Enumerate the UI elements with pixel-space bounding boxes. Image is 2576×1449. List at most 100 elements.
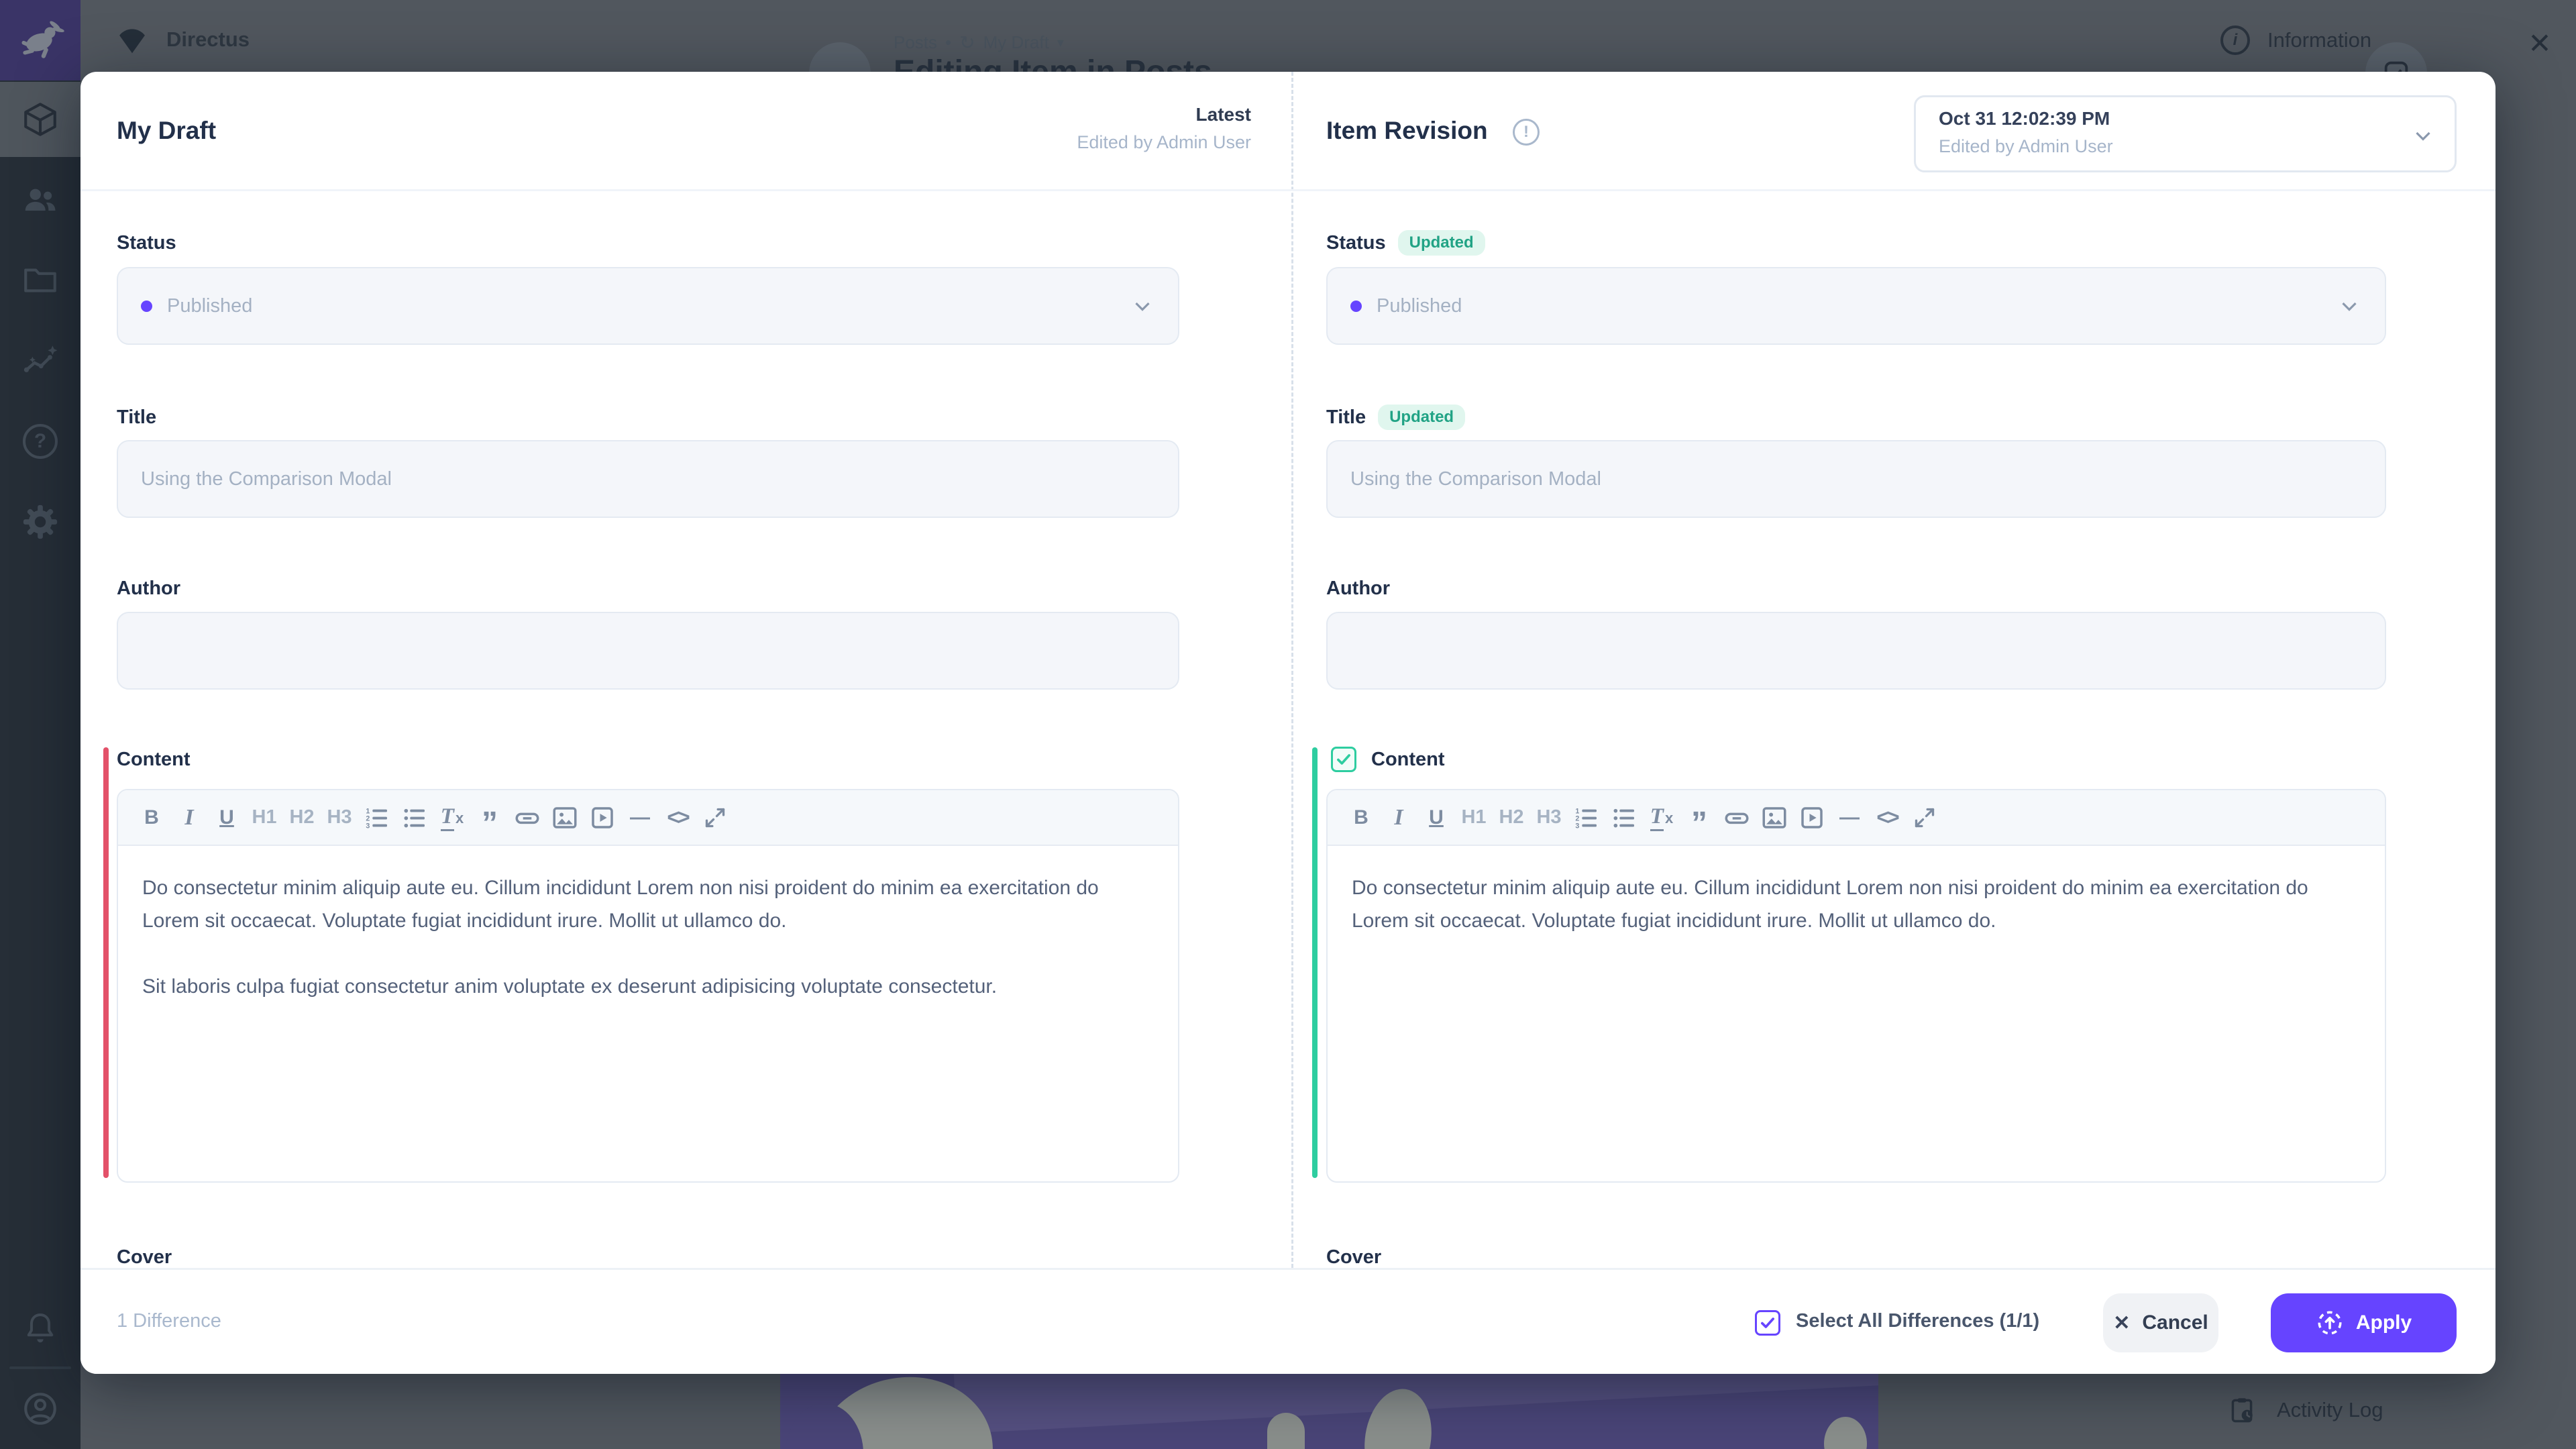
link-icon[interactable] <box>1721 797 1752 839</box>
close-icon: ✕ <box>2528 27 2552 59</box>
cover-image-preview <box>780 1374 1878 1449</box>
bold-icon[interactable]: B <box>1354 806 1368 828</box>
underline-icon[interactable]: U <box>1429 806 1444 828</box>
diff-bar-removed <box>103 747 109 1178</box>
revision-select[interactable]: Oct 31 12:02:39 PM Edited by Admin User <box>1914 95 2457 172</box>
avatar-icon <box>24 1393 56 1425</box>
heading-2-icon[interactable]: H2 <box>289 806 315 828</box>
title-input-revision[interactable]: Using the Comparison Modal <box>1326 440 2386 518</box>
image-icon[interactable] <box>1759 797 1790 839</box>
profile-button[interactable] <box>0 1371 80 1446</box>
fullscreen-icon[interactable] <box>1909 797 1940 839</box>
sidebar-item-settings[interactable] <box>0 484 80 559</box>
insights-chart-icon <box>23 345 58 372</box>
left-panel-title: My Draft <box>117 117 217 144</box>
breadcrumb-collection: Posts <box>894 32 938 52</box>
heading-2-icon[interactable]: H2 <box>1499 806 1524 828</box>
folder-icon <box>24 268 56 292</box>
sidebar-item-documentation[interactable]: ? <box>0 404 80 479</box>
check-icon <box>1337 754 1350 765</box>
sidebar-item-insights[interactable] <box>0 323 80 398</box>
title-label-right: Title Updated <box>1326 404 1466 431</box>
info-drawer-header: i Information <box>2220 20 2371 60</box>
sidebar-item-user-directory[interactable] <box>0 162 80 237</box>
status-value-right: Published <box>1377 294 1462 317</box>
users-icon <box>25 189 56 211</box>
bullet-list-icon[interactable] <box>1609 797 1640 839</box>
info-icon: i <box>2220 25 2250 55</box>
caret-down-icon: ▾ <box>1057 35 1064 50</box>
directus-logo[interactable] <box>0 0 80 80</box>
horizontal-rule-icon[interactable]: — <box>630 806 650 828</box>
italic-icon[interactable]: I <box>1394 804 1403 830</box>
status-value-left: Published <box>167 294 253 317</box>
chevron-down-icon <box>1135 302 1150 311</box>
apply-button[interactable]: Apply <box>2271 1293 2457 1352</box>
project-fan-icon <box>119 29 145 54</box>
heading-1-icon[interactable]: H1 <box>252 806 277 828</box>
sidebar-item-content[interactable] <box>0 82 80 157</box>
video-icon[interactable] <box>587 797 618 839</box>
link-icon[interactable] <box>512 797 543 839</box>
author-input-latest[interactable] <box>117 612 1179 690</box>
video-icon[interactable] <box>1796 797 1827 839</box>
status-select-latest[interactable]: Published <box>117 267 1179 345</box>
code-icon[interactable]: <> <box>1876 805 1899 829</box>
italic-icon[interactable]: I <box>184 804 194 830</box>
diff-bar-added <box>1312 747 1318 1178</box>
chevron-down-icon <box>2342 302 2357 311</box>
gear-icon <box>23 504 58 539</box>
editor-body-revision[interactable]: Do consectetur minim aliquip aute eu. Ci… <box>1328 846 2385 996</box>
activity-log-label: Activity Log <box>2277 1398 2383 1421</box>
heading-1-icon[interactable]: H1 <box>1461 806 1487 828</box>
cover-label-clip-left: Cover <box>117 1244 385 1268</box>
left-panel-meta: Latest Edited by Admin User <box>1077 104 1251 153</box>
author-input-revision[interactable] <box>1326 612 2386 690</box>
heading-3-icon[interactable]: H3 <box>1536 806 1562 828</box>
fullscreen-icon[interactable] <box>700 797 731 839</box>
editor-body-latest[interactable]: Do consectetur minim aliquip aute eu. Ci… <box>118 846 1178 1061</box>
horizontal-rule-icon[interactable]: — <box>1839 806 1860 828</box>
sidebar-item-file-library[interactable] <box>0 243 80 318</box>
notifications-button[interactable] <box>0 1291 80 1366</box>
underline-icon[interactable]: U <box>219 806 234 828</box>
author-label-left: Author <box>117 575 180 602</box>
blockquote-icon[interactable]: ” <box>482 805 498 841</box>
blockquote-icon[interactable]: ” <box>1691 805 1707 841</box>
cover-label-text: Cover <box>1326 1246 1382 1268</box>
svg-text:1: 1 <box>1575 807 1579 815</box>
author-label-text: Author <box>117 577 181 599</box>
activity-log-button[interactable]: Activity Log <box>2227 1393 2383 1428</box>
version-refresh-icon: ↻ <box>959 32 975 53</box>
title-input-latest[interactable]: Using the Comparison Modal <box>117 440 1179 518</box>
bullet-list-icon[interactable] <box>399 797 430 839</box>
image-icon[interactable] <box>549 797 580 839</box>
heading-3-icon[interactable]: H3 <box>327 806 352 828</box>
content-paragraph: Do consectetur minim aliquip aute eu. Ci… <box>1352 877 2308 932</box>
info-drawer-title: Information <box>2267 28 2372 52</box>
bold-icon[interactable]: B <box>144 806 159 828</box>
code-icon[interactable]: <> <box>667 805 690 829</box>
revision-info-icon[interactable]: ! <box>1513 119 1540 146</box>
select-all-checkbox[interactable] <box>1755 1310 1780 1336</box>
content-module-box-icon <box>24 103 56 136</box>
version-compare-modal: My Draft Latest Edited by Admin User Ite… <box>80 72 2496 1374</box>
cancel-button[interactable]: ✕ Cancel <box>2103 1293 2218 1352</box>
status-select-revision[interactable]: Published <box>1326 267 2386 345</box>
content-diff-checkbox[interactable] <box>1331 747 1356 772</box>
drawer-close-button[interactable]: ✕ <box>2520 23 2560 63</box>
content-label-text: Content <box>1371 748 1445 770</box>
content-label-text: Content <box>117 748 191 770</box>
breadcrumb[interactable]: Posts • ↻ My Draft ▾ <box>894 31 1064 54</box>
title-label-text: Title <box>117 406 157 428</box>
sidebar-divider <box>9 1366 71 1369</box>
project-switcher[interactable]: Directus <box>114 19 250 60</box>
updated-badge: Updated <box>1378 405 1466 430</box>
